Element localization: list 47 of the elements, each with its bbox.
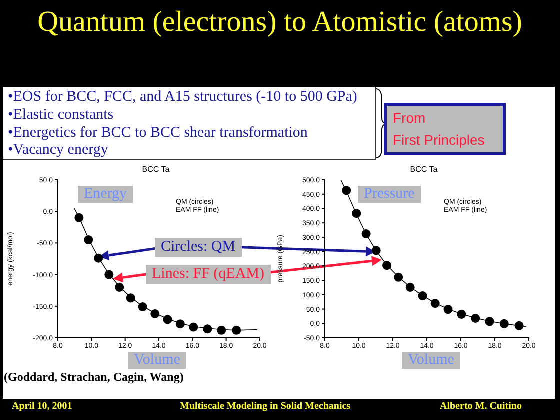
annotation: Pressure xyxy=(358,186,421,203)
point xyxy=(150,309,160,318)
text: (Goddard, Strachan, Cagin, Wang) xyxy=(4,370,184,385)
point xyxy=(394,272,404,282)
annotation: Lines: FF (qEAM) xyxy=(146,265,270,284)
point xyxy=(74,213,84,222)
text: •Energetics for BCC to BCC shear transformation xyxy=(8,125,308,142)
point xyxy=(163,315,172,324)
text: Volume xyxy=(402,352,460,369)
text: Quantum (electrons) to Atomistic (atoms) xyxy=(36,6,524,39)
point xyxy=(217,326,226,335)
point xyxy=(104,270,114,280)
text: Multiscale Modeling in Solid Mechanics xyxy=(180,401,351,412)
chart-title: BCC Ta xyxy=(141,165,171,174)
annotation: Circles: QM xyxy=(155,238,242,257)
text: Alberto M. Cuitino xyxy=(440,401,522,412)
point xyxy=(500,319,509,328)
point xyxy=(94,254,104,263)
text: •Elastic constants xyxy=(8,107,114,124)
text: From First Principles xyxy=(384,103,506,155)
point xyxy=(418,292,428,301)
point xyxy=(485,317,494,326)
point xyxy=(232,326,242,335)
point xyxy=(457,310,466,319)
point xyxy=(176,320,185,329)
text: •EOS for BCC, FCC, and A15 structures (-10 to 500 GPa) xyxy=(8,89,358,106)
point xyxy=(444,305,453,314)
point xyxy=(203,324,212,334)
point xyxy=(362,230,371,239)
point xyxy=(382,261,392,270)
point xyxy=(514,321,524,330)
point xyxy=(406,282,415,292)
point xyxy=(372,246,381,256)
point xyxy=(430,299,440,308)
text: Volume xyxy=(128,352,186,369)
point xyxy=(138,302,148,312)
chart-title: BCC Ta xyxy=(409,165,439,174)
point xyxy=(471,314,480,323)
point xyxy=(352,209,362,218)
point xyxy=(84,236,94,245)
text: •Vacancy energy xyxy=(8,142,108,158)
annotation: Energy xyxy=(78,186,134,203)
point xyxy=(115,282,124,292)
point xyxy=(342,186,352,196)
point xyxy=(189,322,198,332)
text: April 10, 2001 xyxy=(12,401,72,412)
point xyxy=(126,294,136,303)
